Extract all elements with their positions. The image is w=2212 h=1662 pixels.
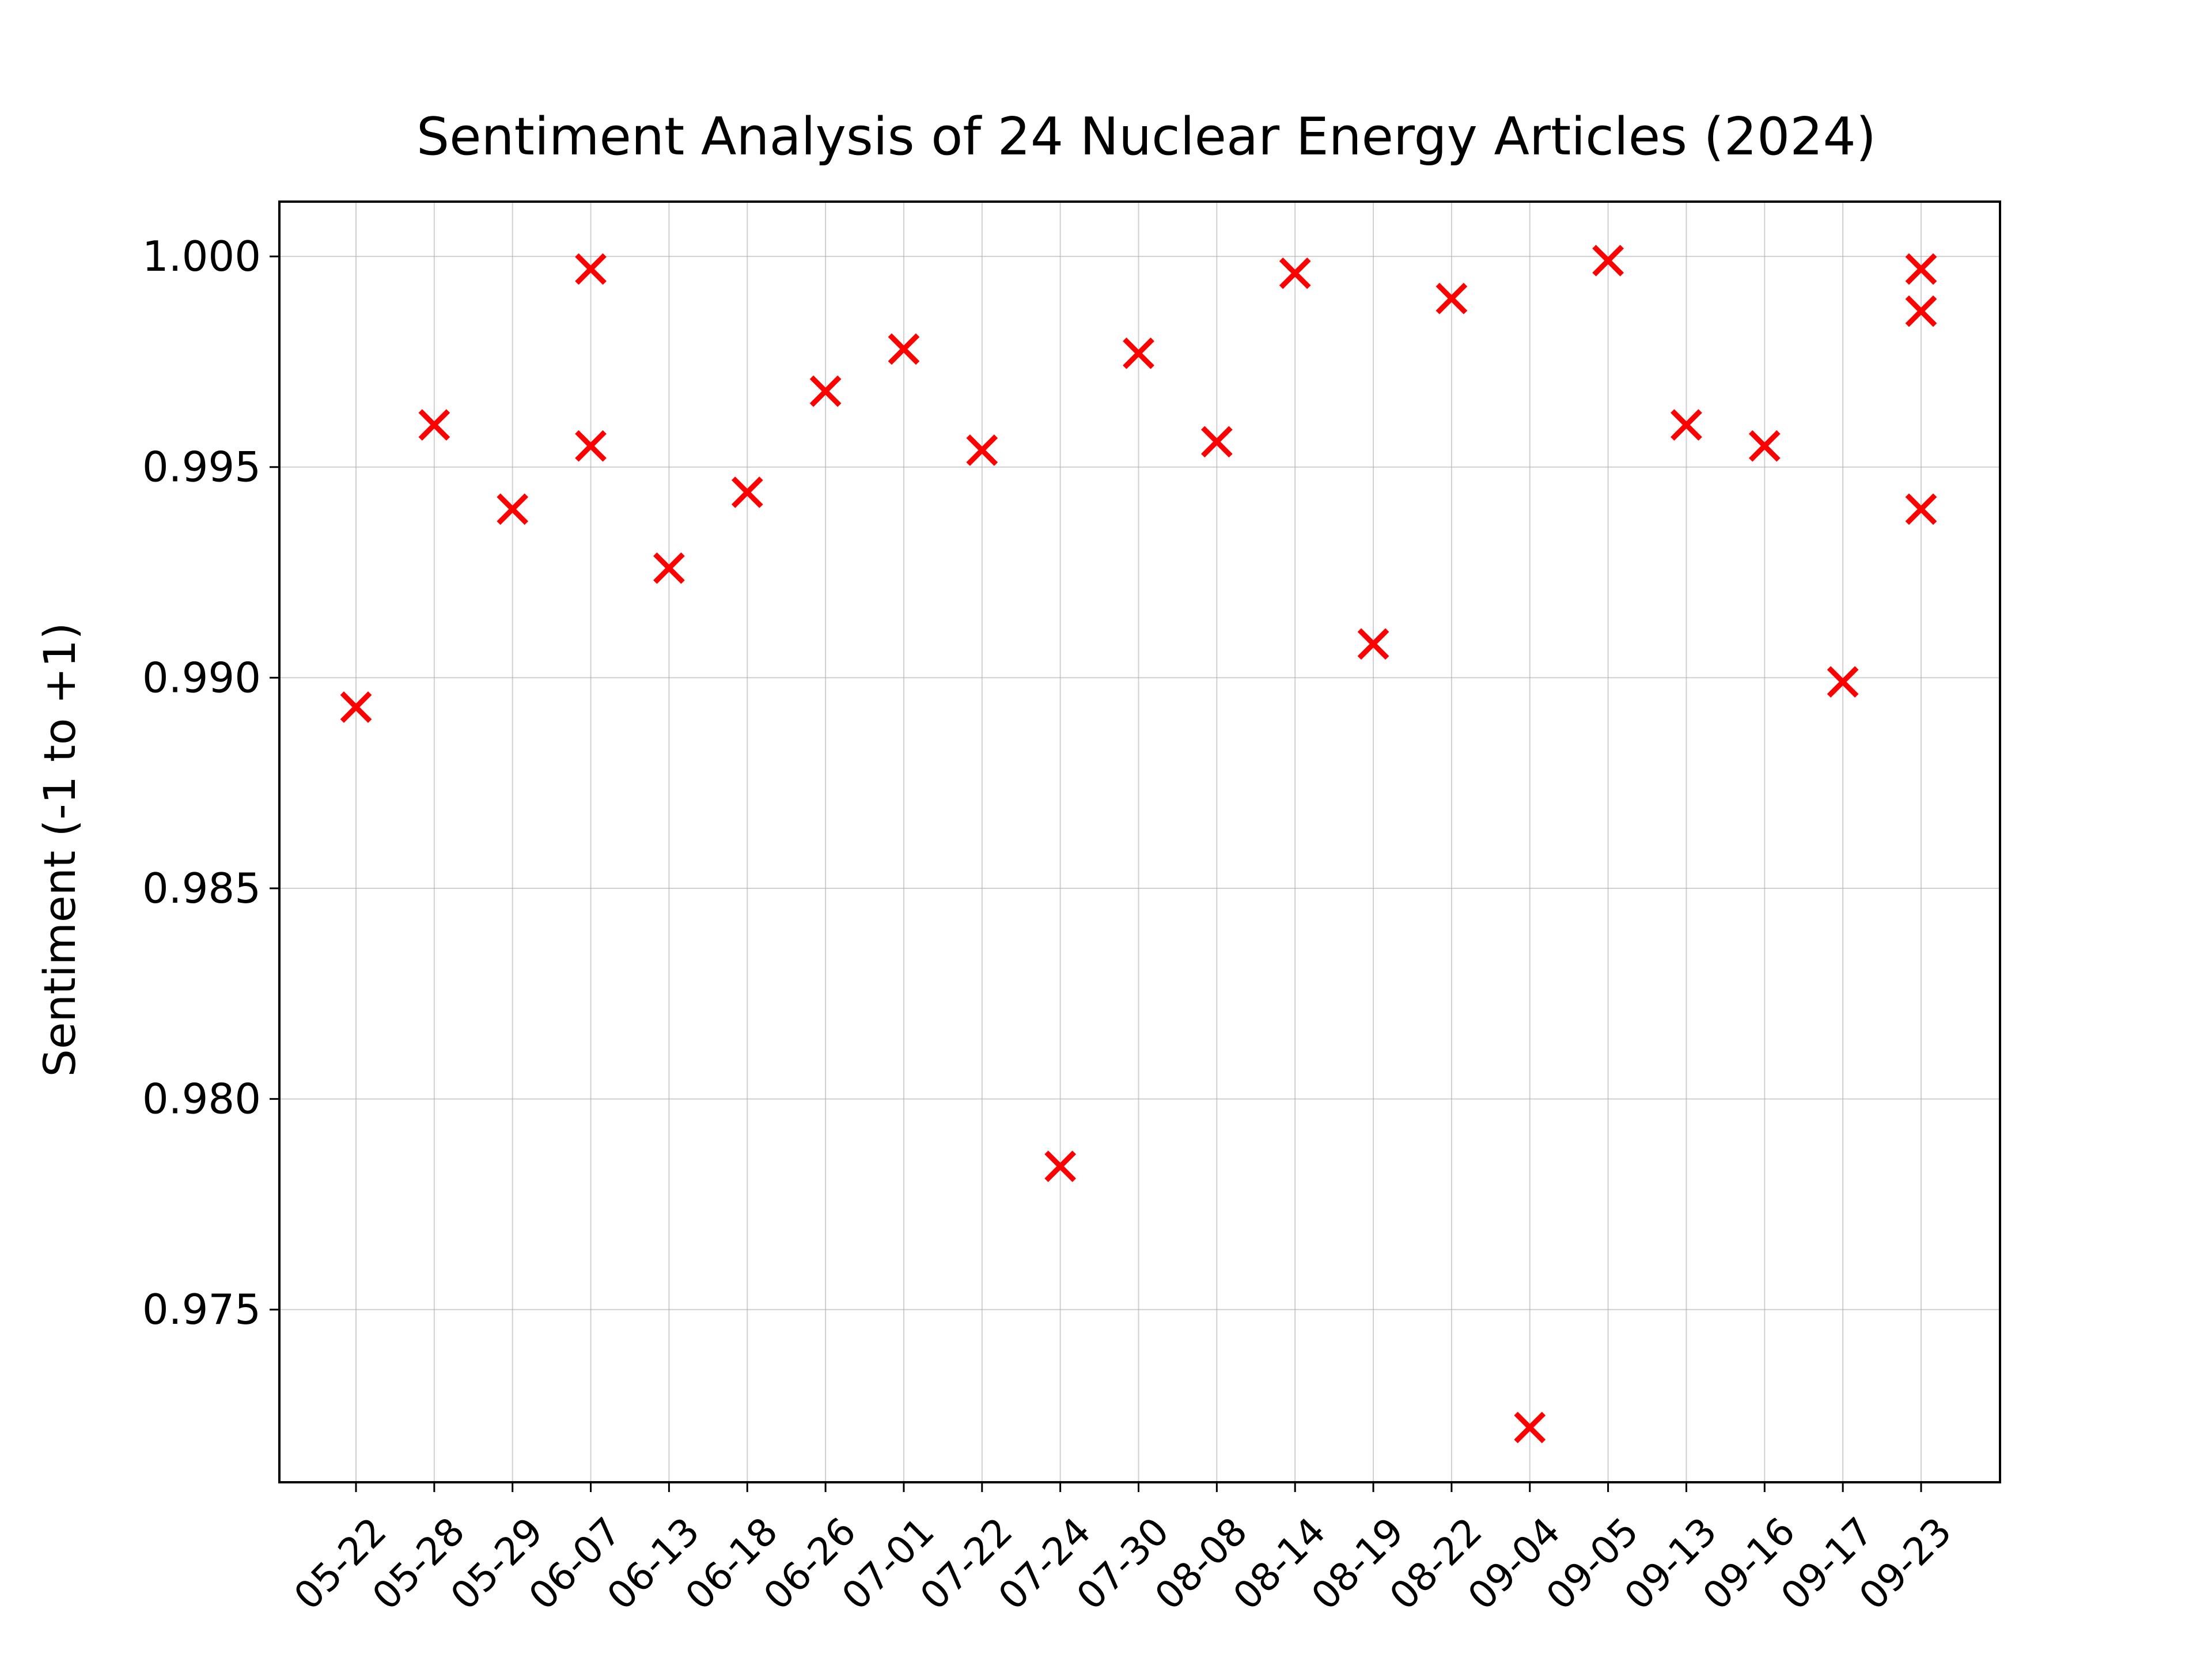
data-point-stroke bbox=[1514, 1411, 1546, 1444]
data-point-stroke bbox=[1748, 430, 1781, 462]
data-point-stroke bbox=[1592, 245, 1624, 277]
y-tick-label: 0.985 bbox=[142, 864, 261, 913]
data-point-stroke bbox=[1905, 295, 1937, 327]
data-point bbox=[340, 691, 372, 723]
data-point-stroke bbox=[340, 691, 372, 723]
data-point bbox=[1827, 666, 1859, 698]
y-tick-label: 1.000 bbox=[142, 232, 261, 281]
data-point bbox=[1123, 337, 1154, 369]
data-point-stroke bbox=[575, 430, 607, 462]
points-layer bbox=[340, 245, 1937, 1444]
y-tick-label: 0.990 bbox=[142, 653, 261, 702]
data-point-stroke bbox=[1827, 666, 1859, 698]
data-point bbox=[888, 333, 920, 365]
data-point-stroke bbox=[575, 253, 607, 285]
y-tick-label: 0.980 bbox=[142, 1075, 261, 1123]
grid-layer bbox=[279, 202, 2000, 1482]
data-point-stroke bbox=[731, 476, 763, 508]
data-point-stroke bbox=[1671, 409, 1702, 441]
data-point bbox=[653, 552, 685, 584]
data-point bbox=[1592, 245, 1624, 277]
plot-frame bbox=[278, 200, 2001, 1483]
data-point bbox=[966, 434, 998, 466]
data-point-stroke bbox=[1357, 628, 1389, 660]
data-point-stroke bbox=[966, 434, 998, 466]
data-point bbox=[1357, 628, 1389, 660]
data-point bbox=[1671, 409, 1702, 441]
data-point-stroke bbox=[1123, 337, 1154, 369]
data-point bbox=[575, 430, 607, 462]
data-point bbox=[1044, 1150, 1077, 1182]
data-point bbox=[1200, 426, 1233, 458]
chart-title: Sentiment Analysis of 24 Nuclear Energy … bbox=[416, 107, 1876, 167]
data-point-stroke bbox=[1435, 282, 1468, 315]
data-point bbox=[1905, 295, 1937, 327]
data-point bbox=[1279, 257, 1311, 289]
data-point-stroke bbox=[809, 375, 842, 407]
y-axis-label: Sentiment (-1 to +1) bbox=[34, 623, 85, 1077]
data-point bbox=[1905, 493, 1937, 525]
data-point-stroke bbox=[497, 493, 529, 525]
data-point-stroke bbox=[1905, 493, 1937, 525]
data-point-stroke bbox=[888, 333, 920, 365]
data-point bbox=[497, 493, 529, 525]
data-point-stroke bbox=[1905, 253, 1937, 285]
data-point bbox=[1435, 282, 1468, 315]
data-point bbox=[575, 253, 607, 285]
data-point bbox=[809, 375, 842, 407]
data-point-stroke bbox=[1279, 257, 1311, 289]
data-point-stroke bbox=[653, 552, 685, 584]
data-point bbox=[1748, 430, 1781, 462]
data-point bbox=[418, 409, 450, 441]
y-tick-label: 0.975 bbox=[142, 1285, 261, 1334]
data-point-stroke bbox=[418, 409, 450, 441]
data-point-stroke bbox=[1200, 426, 1233, 458]
data-point bbox=[1514, 1411, 1546, 1444]
data-point bbox=[1905, 253, 1937, 285]
y-tick-label: 0.995 bbox=[142, 443, 261, 491]
data-point-stroke bbox=[1044, 1150, 1077, 1182]
data-point bbox=[731, 476, 763, 508]
